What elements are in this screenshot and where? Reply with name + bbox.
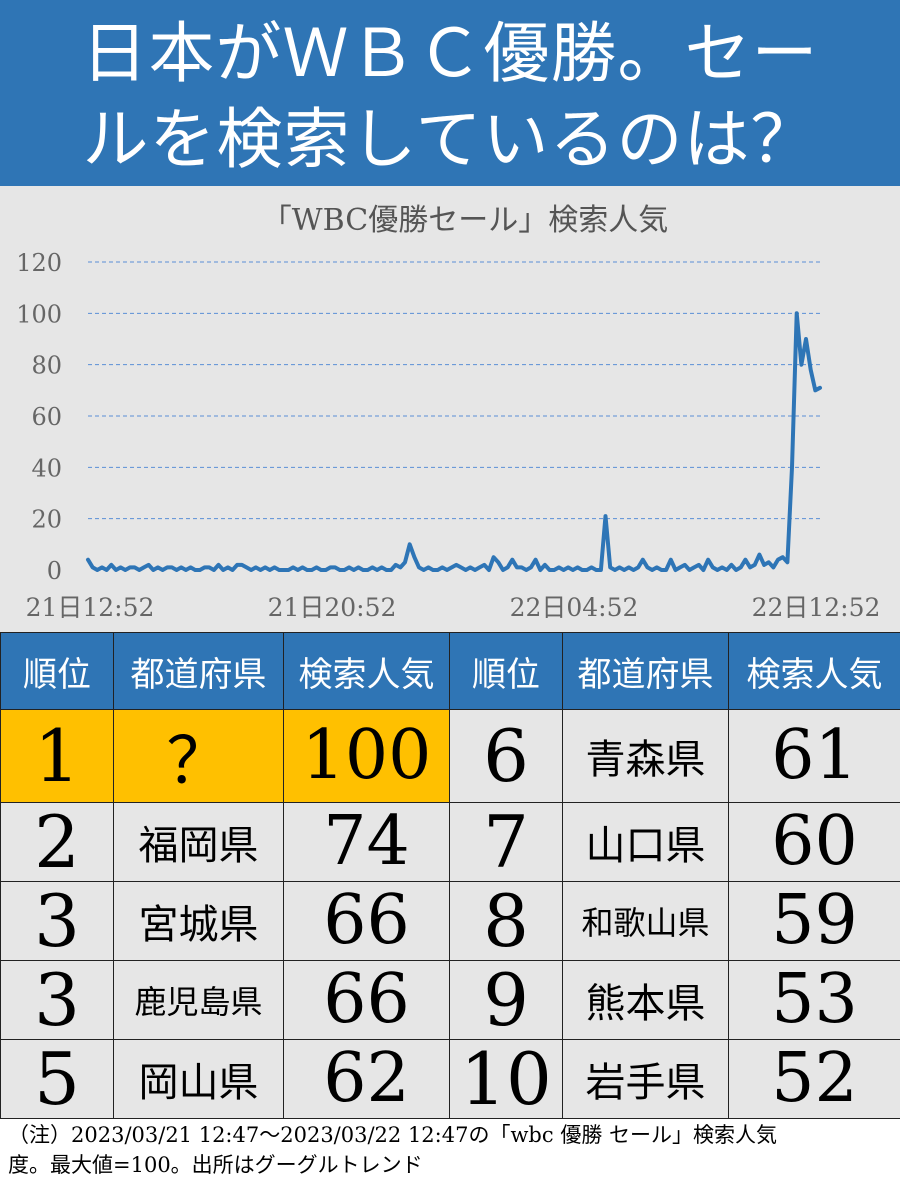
rank-cell: 5 (0, 1039, 114, 1119)
table-row: 2 福岡県 74 7 山口県 60 (0, 802, 900, 882)
headline-line-1: 日本がＷＢＣ優勝。セー (81, 15, 819, 92)
y-tick-label: 60 (31, 403, 62, 431)
x-tick-label: 22日12:52 (752, 593, 881, 622)
prefecture-cell: 鹿児島県 (113, 960, 284, 1040)
rank-cell: 3 (0, 960, 114, 1040)
prefecture-cell: 和歌山県 (562, 881, 729, 961)
y-tick-label: 40 (31, 454, 62, 482)
header-prefecture: 都道府県 (113, 632, 284, 710)
x-tick-label: 22日04:52 (510, 593, 639, 622)
prefecture-cell: 宮城県 (113, 881, 284, 961)
x-tick-label: 21日12:52 (26, 593, 155, 622)
value-cell: 62 (283, 1039, 450, 1119)
value-cell: 53 (728, 960, 900, 1040)
footnote-line-1: （注）2023/03/21 12:47～2023/03/22 12:47の「wb… (8, 1123, 777, 1147)
prefecture-cell: 熊本県 (562, 960, 729, 1040)
rank-cell: 9 (449, 960, 563, 1040)
table-row: 3 宮城県 66 8 和歌山県 59 (0, 881, 900, 961)
series-line-search-interest (86, 311, 822, 572)
rank-cell: 1 (0, 709, 114, 803)
table-row: 1 ？ 100 6 青森県 61 (0, 709, 900, 803)
value-cell: 74 (283, 802, 450, 882)
rank-cell: 6 (449, 709, 563, 803)
prefecture-cell: 岡山県 (113, 1039, 284, 1119)
header-rank: 順位 (449, 632, 563, 710)
footnote-line-2: 度。最大値=100。出所はグーグルトレンド (8, 1153, 423, 1177)
y-tick-label: 20 (31, 506, 62, 534)
ranking-table: 順位 都道府県 検索人気 順位 都道府県 検索人気 1 ？ 100 6 青森県 … (0, 632, 900, 1119)
prefecture-cell: 福岡県 (113, 802, 284, 882)
x-tick-label: 21日20:52 (268, 593, 397, 622)
value-cell: 66 (283, 960, 450, 1040)
rank-cell: 10 (449, 1039, 563, 1119)
header-search-interest: 検索人気 (283, 632, 450, 710)
header-search-interest: 検索人気 (728, 632, 900, 710)
rank-cell: 8 (449, 881, 563, 961)
table-row: 3 鹿児島県 66 9 熊本県 53 (0, 960, 900, 1040)
prefecture-cell: 山口県 (562, 802, 729, 882)
value-cell: 60 (728, 802, 900, 882)
chart-title: 「WBC優勝セール」検索人気 (262, 203, 668, 238)
rank-cell: 3 (0, 881, 114, 961)
search-interest-chart: 「WBC優勝セール」検索人気 0 20 40 60 80 100 120 21日12:52 2… (0, 186, 900, 632)
y-tick-label: 100 (16, 300, 62, 328)
header-banner: 日本がＷＢＣ優勝。セー ルを検索しているのは？ (0, 0, 900, 186)
header-prefecture: 都道府県 (562, 632, 729, 710)
value-cell: 66 (283, 881, 450, 961)
rank-cell: 2 (0, 802, 114, 882)
header-rank: 順位 (0, 632, 114, 710)
prefecture-cell: 岩手県 (562, 1039, 729, 1119)
table-header-row: 順位 都道府県 検索人気 順位 都道府県 検索人気 (0, 632, 900, 710)
x-axis-ticks: 21日12:52 21日20:52 22日04:52 22日12:52 (26, 593, 881, 622)
y-tick-label: 120 (16, 249, 62, 277)
value-cell: 100 (283, 709, 450, 803)
rank-cell: 7 (449, 802, 563, 882)
y-tick-label: 80 (31, 352, 62, 380)
value-cell: 52 (728, 1039, 900, 1119)
prefecture-cell: 青森県 (562, 709, 729, 803)
value-cell: 61 (728, 709, 900, 803)
table-row: 5 岡山県 62 10 岩手県 52 (0, 1039, 900, 1119)
value-cell: 59 (728, 881, 900, 961)
y-axis-ticks: 0 20 40 60 80 100 120 (16, 249, 62, 585)
headline-line-2: ルを検索しているのは？ (82, 101, 818, 178)
gridlines (88, 261, 820, 520)
prefecture-cell: ？ (113, 709, 284, 803)
y-tick-label: 0 (47, 557, 62, 585)
series-layer (86, 311, 822, 572)
footnote: （注）2023/03/21 12:47～2023/03/22 12:47の「wb… (8, 1120, 896, 1180)
